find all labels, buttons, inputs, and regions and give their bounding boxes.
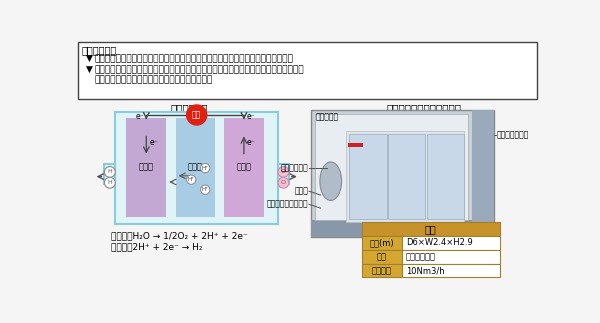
Text: e⁻: e⁻	[247, 138, 256, 147]
Text: チラー: チラー	[295, 187, 308, 196]
Text: 変動する風力発電量と水素需要の時間差を考慮し、設備を最適運転できるマネジメント: 変動する風力発電量と水素需要の時間差を考慮し、設備を最適運転できるマネジメント	[94, 65, 304, 74]
Bar	[311, 110, 493, 237]
Text: D6×W2.4×H2.9: D6×W2.4×H2.9	[406, 238, 473, 247]
Text: 酸素極：H₂O → 1/2O₂ + 2H⁺ + 2e⁻: 酸素極：H₂O → 1/2O₂ + 2H⁺ + 2e⁻	[112, 231, 248, 240]
Bar	[402, 250, 500, 264]
Circle shape	[104, 167, 115, 177]
Text: H⁺: H⁺	[202, 166, 209, 171]
Text: 寸法(m): 寸法(m)	[370, 238, 394, 247]
Bar	[349, 134, 386, 219]
Text: 水素極: 水素極	[139, 163, 154, 172]
Bar	[311, 221, 493, 237]
Text: エアータンク: エアータンク	[281, 164, 308, 172]
Bar	[362, 222, 500, 236]
Bar	[472, 110, 493, 237]
Bar	[315, 114, 468, 221]
Bar	[388, 134, 425, 219]
Bar	[362, 250, 402, 264]
Text: H: H	[107, 170, 112, 174]
Bar	[362, 264, 402, 277]
Text: ハマウィングの電力を、水の電気分解による水素製造及び装置の動力としても活用: ハマウィングの電力を、水の電気分解による水素製造及び装置の動力としても活用	[94, 54, 293, 63]
Text: 水電解ユニット: 水電解ユニット	[497, 130, 529, 140]
Text: 電解質: 電解質	[188, 163, 203, 172]
Text: ▼: ▼	[86, 54, 93, 63]
Bar	[176, 118, 215, 217]
Text: O: O	[281, 170, 286, 174]
Circle shape	[187, 175, 196, 184]
Text: エアコンプレッサー: エアコンプレッサー	[266, 200, 308, 209]
Circle shape	[187, 105, 207, 125]
Circle shape	[278, 177, 289, 188]
Circle shape	[200, 185, 210, 194]
Text: 水素極：2H⁺ + 2e⁻ → H₂: 水素極：2H⁺ + 2e⁻ → H₂	[112, 242, 203, 251]
Bar	[126, 118, 166, 217]
Text: 電源: 電源	[192, 110, 202, 120]
Bar	[346, 131, 464, 222]
Text: 固体高分子形: 固体高分子形	[406, 252, 436, 261]
Text: 酸素極: 酸素極	[236, 163, 251, 172]
Text: 仕様: 仕様	[425, 224, 437, 234]
Text: 水電解装置（（株）東芝）: 水電解装置（（株）東芝）	[386, 103, 461, 113]
Text: ▼: ▼	[86, 65, 93, 74]
Bar	[104, 163, 115, 183]
Bar	[362, 236, 402, 250]
Text: 種類: 種類	[377, 252, 387, 261]
Text: H⁺: H⁺	[188, 177, 195, 182]
Text: 水の電気分解: 水の電気分解	[171, 103, 208, 113]
Bar	[278, 163, 289, 183]
Text: e⁻: e⁻	[149, 138, 158, 147]
Text: 【水素製造】: 【水素製造】	[81, 45, 116, 55]
Bar	[115, 112, 278, 224]
Text: O: O	[281, 180, 286, 185]
Text: H: H	[107, 180, 112, 185]
Circle shape	[278, 167, 289, 177]
Text: e⁻: e⁻	[136, 112, 144, 121]
Bar	[427, 134, 464, 219]
Circle shape	[200, 163, 210, 173]
Text: H⁺: H⁺	[202, 187, 209, 192]
Bar	[402, 264, 500, 277]
Text: e⁻: e⁻	[247, 112, 256, 121]
Bar	[402, 236, 500, 250]
Bar	[348, 143, 364, 147]
Circle shape	[104, 177, 115, 188]
Text: システムによりフレキシブルに低炭素水素を製造: システムによりフレキシブルに低炭素水素を製造	[94, 76, 212, 85]
Text: 製造能力: 製造能力	[372, 266, 392, 275]
FancyBboxPatch shape	[78, 42, 537, 99]
Ellipse shape	[320, 162, 341, 201]
Text: 10Nm3/h: 10Nm3/h	[406, 266, 445, 275]
Text: イメージ図: イメージ図	[315, 112, 338, 121]
Bar	[224, 118, 264, 217]
